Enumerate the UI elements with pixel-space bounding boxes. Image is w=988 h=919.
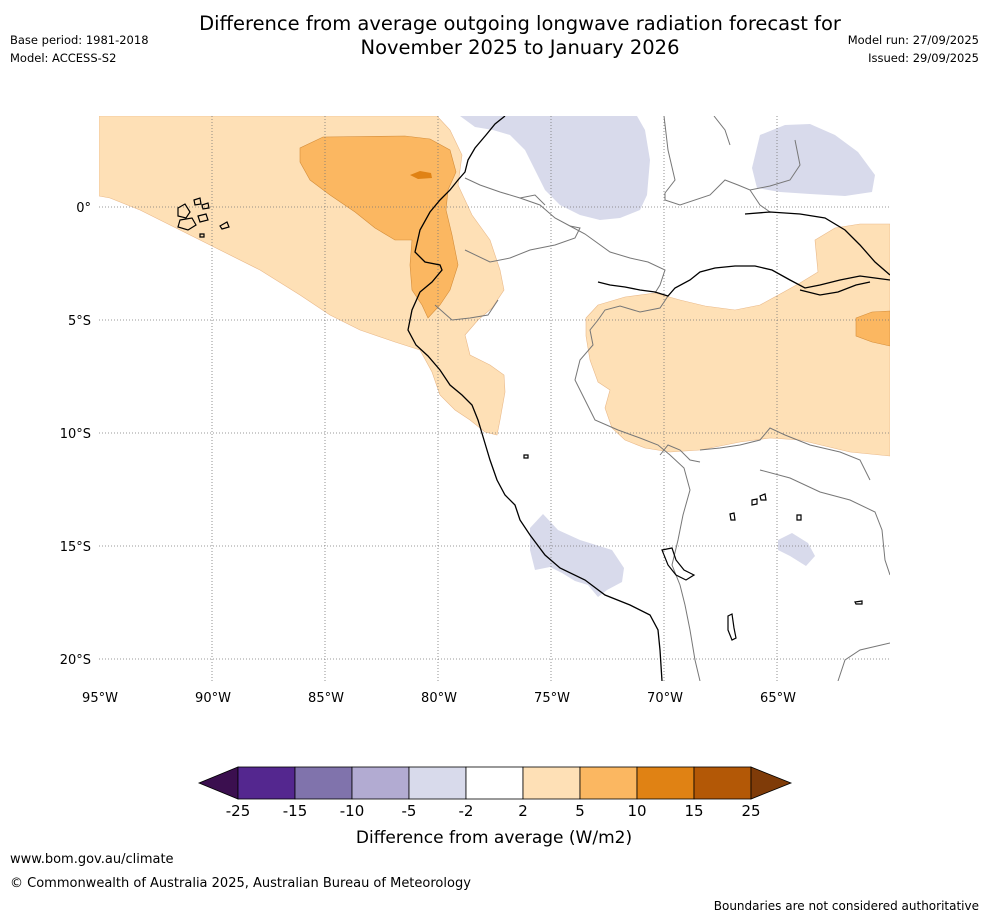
colorbar-tick: 5 xyxy=(575,802,585,820)
lat-label: 10°S xyxy=(60,427,91,442)
base-period: Base period: 1981-2018 xyxy=(10,33,149,47)
lon-label: 65°W xyxy=(760,691,796,706)
colorbar-tick: -5 xyxy=(402,802,417,820)
boundary-disclaimer: Boundaries are not considered authoritat… xyxy=(713,899,979,913)
model-run: Model run: 27/09/2025 xyxy=(847,33,979,47)
islands xyxy=(177,197,863,641)
colorbar-bin xyxy=(579,766,638,800)
lon-label: 70°W xyxy=(647,691,683,706)
colorbar-bin xyxy=(408,766,467,800)
colorbar-tick: 2 xyxy=(518,802,528,820)
anomaly-region-neg-venezuela xyxy=(752,124,875,196)
colorbar-bin xyxy=(522,766,581,800)
colorbar-bin xyxy=(636,766,695,800)
colorbar-bin xyxy=(693,766,752,800)
lat-label: 5°S xyxy=(68,314,91,329)
colorbar-tick: -25 xyxy=(226,802,251,820)
copyright: © Commonwealth of Australia 2025, Austra… xyxy=(10,876,471,891)
issued-date: Issued: 29/09/2025 xyxy=(868,51,979,65)
colorbar-tick: -15 xyxy=(283,802,308,820)
lat-labels: 0° 5°S 10°S 15°S 20°S xyxy=(60,201,91,668)
model-name: Model: ACCESS-S2 xyxy=(10,51,117,65)
lon-label: 75°W xyxy=(534,691,570,706)
colorbar-arrow-low xyxy=(197,766,239,800)
colorbar xyxy=(197,766,793,800)
title-line-2: November 2025 to January 2026 xyxy=(360,36,680,59)
colorbar-bin xyxy=(294,766,353,800)
lon-label: 85°W xyxy=(308,691,344,706)
lon-label: 95°W xyxy=(82,691,118,706)
colorbar-tick: -2 xyxy=(459,802,474,820)
anomaly-region-5-10-coast xyxy=(299,135,459,319)
colorbar-bin xyxy=(351,766,410,800)
colorbar-tick: -10 xyxy=(340,802,365,820)
title-line-1: Difference from average outgoing longwav… xyxy=(199,12,841,35)
anomaly-region-neg-peru-south xyxy=(530,514,624,597)
colorbar-tick: 15 xyxy=(684,802,703,820)
colorbar-bin xyxy=(237,766,296,800)
anomaly-region-2-5-amazon xyxy=(585,223,890,457)
lat-label: 20°S xyxy=(60,653,91,668)
anomaly-region-10-15 xyxy=(410,171,432,179)
lon-labels: 95°W 90°W 85°W 80°W 75°W 70°W 65°W xyxy=(82,691,796,706)
anomaly-region-neg-caribbean xyxy=(460,116,650,220)
website-link[interactable]: www.bom.gov.au/climate xyxy=(10,852,174,867)
colorbar-tick: 10 xyxy=(627,802,646,820)
country-borders xyxy=(434,116,890,681)
colorbar-arrow-high xyxy=(750,766,793,800)
map-area xyxy=(99,116,890,681)
colorbar-bin xyxy=(465,766,524,800)
colorbar-tick: 25 xyxy=(741,802,760,820)
colorbar-ticks: -25 -15 -10 -5 -2 2 5 10 15 25 xyxy=(226,802,761,820)
lat-label: 15°S xyxy=(60,540,91,555)
lon-label: 80°W xyxy=(421,691,457,706)
lat-label: 0° xyxy=(76,201,91,216)
lon-label: 90°W xyxy=(195,691,231,706)
graticule xyxy=(99,116,890,681)
coastline xyxy=(407,116,890,681)
colorbar-label: Difference from average (W/m2) xyxy=(356,828,632,848)
chart-title: Difference from average outgoing longwav… xyxy=(0,12,988,60)
anomaly-region-neg-bolivia xyxy=(778,533,815,566)
